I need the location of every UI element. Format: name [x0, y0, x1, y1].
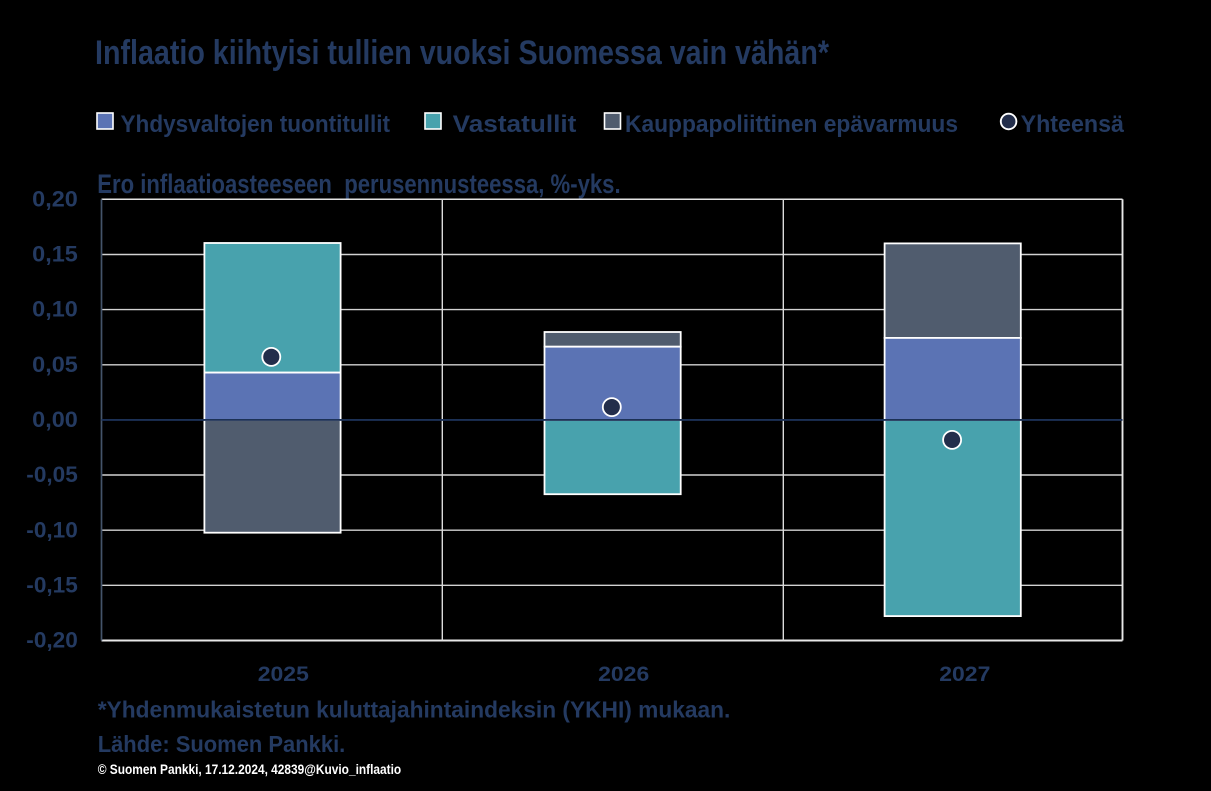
svg-text:2026: 2026 [598, 662, 649, 686]
svg-text:-0,20: -0,20 [26, 628, 78, 653]
svg-text:Yhteensä: Yhteensä [1021, 111, 1125, 138]
svg-text:-0,05: -0,05 [26, 462, 78, 487]
svg-text:Vastatullit: Vastatullit [453, 111, 577, 138]
svg-text:-0,10: -0,10 [26, 517, 78, 542]
svg-text:© Suomen Pankki, 17.12.2024, 4: © Suomen Pankki, 17.12.2024, 42839@Kuvio… [98, 761, 402, 777]
svg-text:0,00: 0,00 [32, 407, 78, 432]
svg-text:0,05: 0,05 [32, 352, 78, 377]
svg-text:2027: 2027 [939, 662, 990, 686]
svg-text:0,15: 0,15 [32, 242, 78, 267]
svg-text:Ero inflaatioasteeseen peruse: Ero inflaatioasteeseen perusennusteessa,… [97, 169, 620, 199]
svg-text:Yhdysvaltojen tuontitullit: Yhdysvaltojen tuontitullit [121, 111, 391, 138]
svg-text:0,10: 0,10 [32, 297, 78, 322]
svg-text:Kauppapoliittinen epävarmuus: Kauppapoliittinen epävarmuus [625, 111, 958, 138]
svg-text:-0,15: -0,15 [26, 572, 78, 597]
svg-text:Lähde: Suomen Pankki.: Lähde: Suomen Pankki. [98, 731, 346, 757]
svg-text:Inflaatio kiihtyisi tullien vu: Inflaatio kiihtyisi tullien vuoksi Suome… [95, 34, 830, 72]
svg-text:0,20: 0,20 [32, 186, 78, 211]
svg-text:2025: 2025 [258, 662, 309, 686]
svg-text:*Yhdenmukaistetun kuluttajahin: *Yhdenmukaistetun kuluttajahintaindeksin… [98, 696, 731, 722]
